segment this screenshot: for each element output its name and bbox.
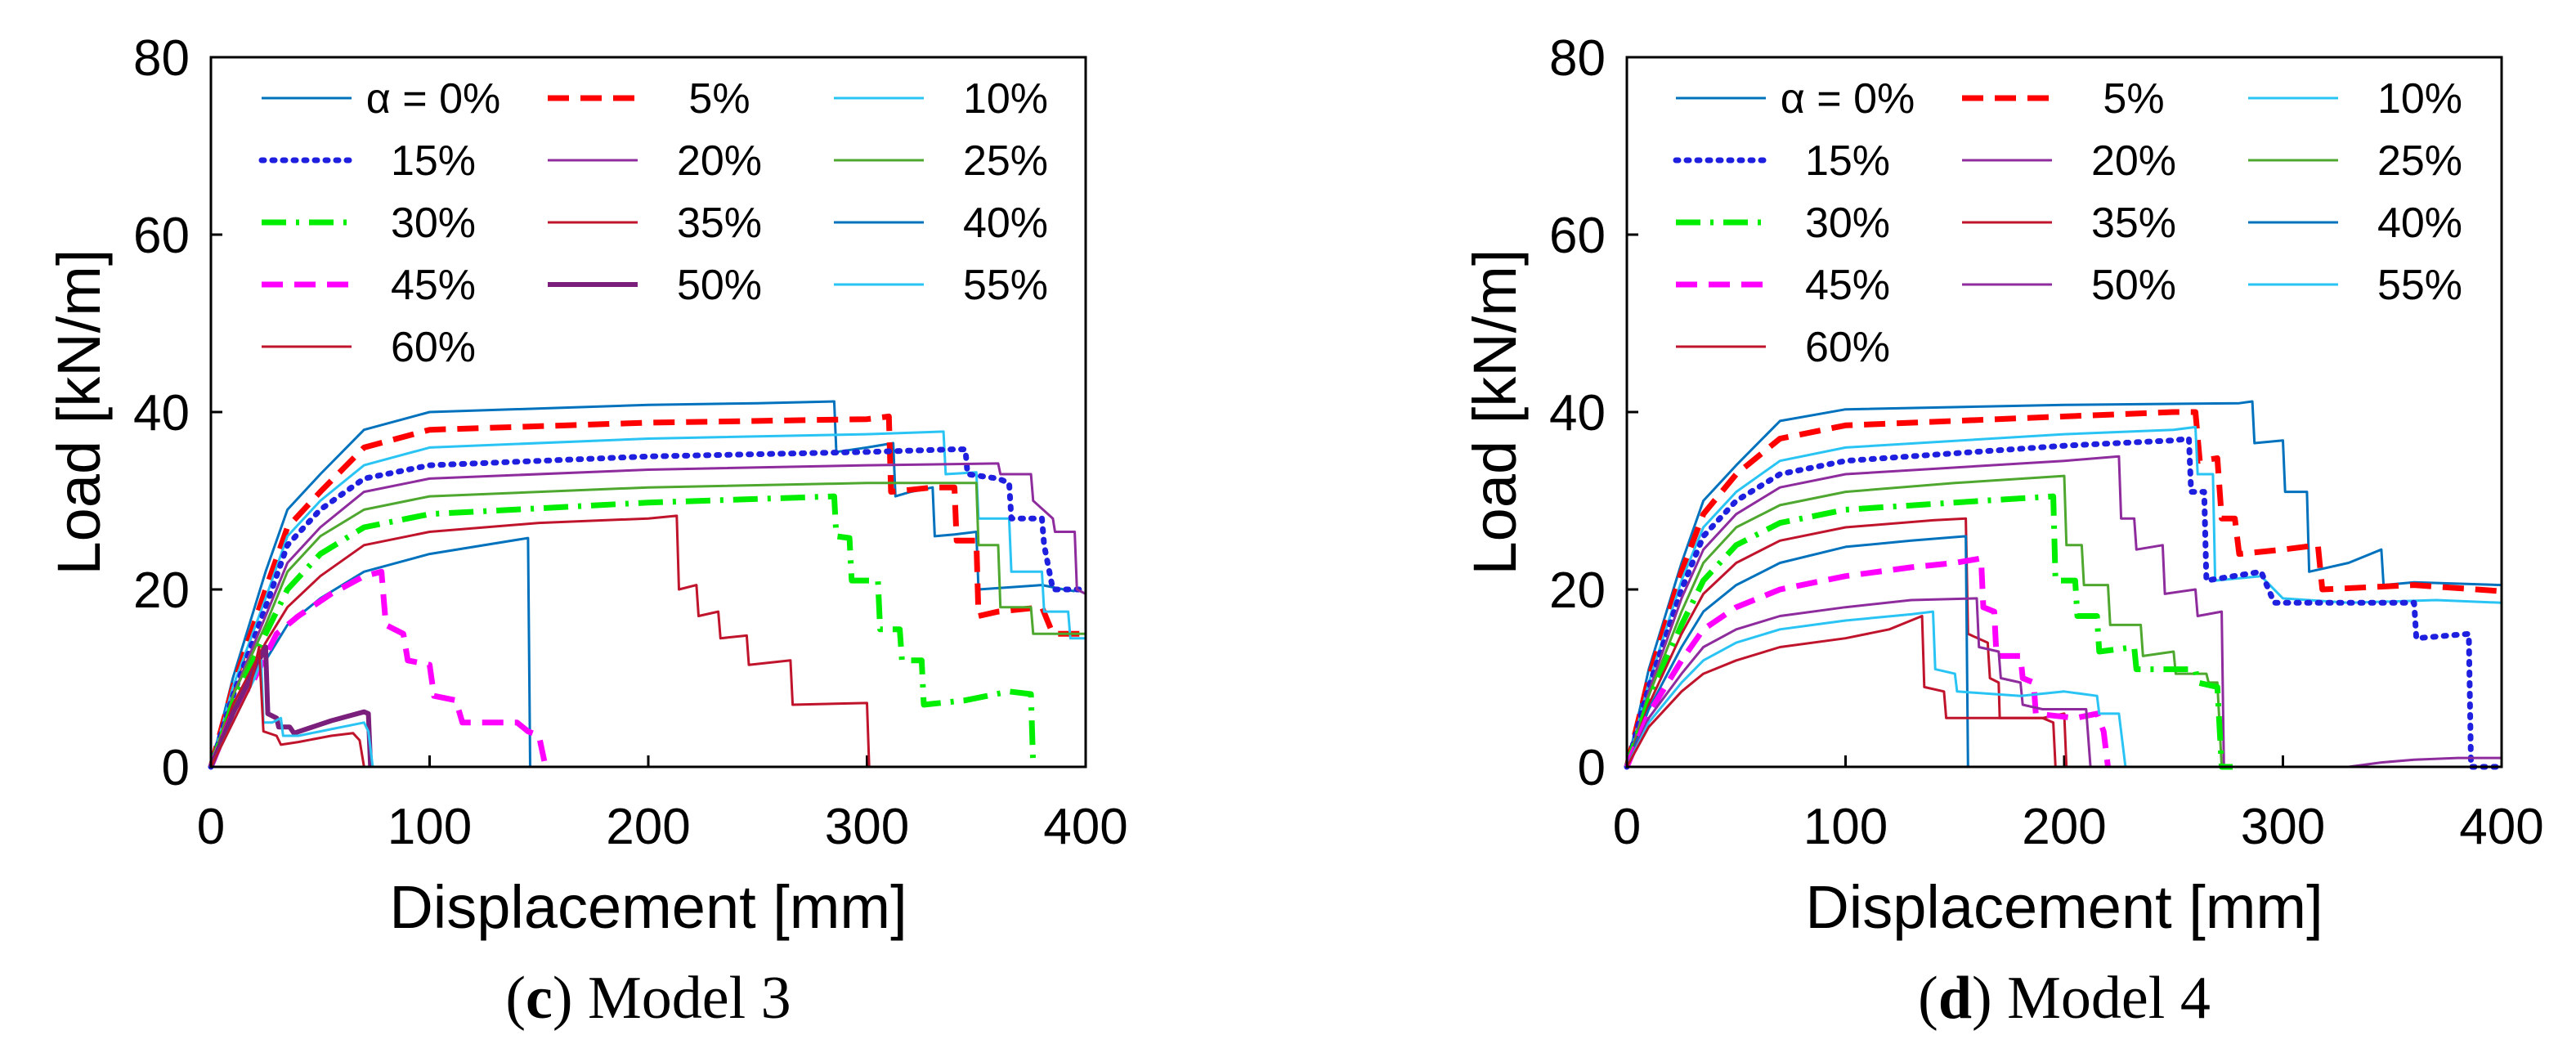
y-tick-label: 20 [133, 562, 190, 619]
legend-label: 40% [2377, 199, 2462, 247]
chart-model-4: 0 100 200 300 400 0 20 40 60 80 α = 0% 5%… [1461, 30, 2544, 1032]
chart-model-3: 0 100 200 300 400 0 20 40 60 80 α = 0% 5%… [45, 30, 1128, 1032]
y-tick-label: 60 [1549, 208, 1606, 264]
legend-label: 20% [2091, 137, 2176, 185]
legend-label: 35% [677, 199, 762, 247]
series-line-2 [209, 430, 1086, 768]
y-tick-label: 60 [133, 208, 190, 264]
legend-label: 50% [677, 262, 762, 309]
legend-label: 5% [688, 75, 750, 123]
legend-label: 5% [2103, 75, 2164, 123]
caption: (d) Model 4 [1918, 965, 2211, 1032]
y-tick-label: 40 [1549, 385, 1606, 441]
legend-label: 10% [963, 75, 1048, 123]
y-axis-label: Load [kN/m] [1461, 249, 1529, 576]
legend-label: α = 0% [366, 75, 500, 123]
series-line-7 [209, 514, 894, 768]
legend-label: 40% [963, 199, 1048, 247]
x-tick-label: 200 [2022, 799, 2106, 855]
x-axis: 0 100 200 300 400 [1613, 799, 2544, 855]
series-line-6 [208, 493, 1037, 768]
y-axis: 0 20 40 60 80 [1549, 30, 1606, 796]
legend-label: 60% [391, 324, 476, 371]
series-line-9 [1624, 555, 2111, 768]
plot-area [211, 57, 1086, 767]
legend-label: 25% [963, 137, 1048, 185]
series-line-12 [1625, 615, 2064, 768]
series-line-3 [208, 446, 1089, 770]
x-tick-label: 400 [2459, 799, 2543, 855]
x-tick-label: 400 [1043, 799, 1127, 855]
legend-label: 10% [2377, 75, 2462, 123]
x-tick-label: 200 [606, 799, 690, 855]
x-axis-label: Displacement [mm] [1805, 873, 2323, 941]
series-line-5 [1625, 474, 2261, 768]
series-line-9 [208, 568, 549, 768]
x-axis-label: Displacement [mm] [389, 873, 907, 941]
series-line-4 [209, 462, 1086, 768]
legend-label: α = 0% [1781, 75, 1915, 123]
x-tick-label: 300 [825, 799, 909, 855]
series-line-11 [1625, 610, 2127, 768]
y-tick-label: 40 [133, 385, 190, 441]
legend-label: 60% [1805, 324, 1890, 371]
series-line-5 [209, 482, 1086, 768]
legend-label: 15% [1805, 137, 1890, 185]
x-tick-label: 100 [1803, 799, 1888, 855]
caption-letter: c [526, 965, 553, 1032]
series-line-1 [1624, 409, 2502, 768]
legend-label: 30% [1805, 199, 1890, 247]
legend: α = 0% 5% 10% 15% 20% 25% 30% 35% 40% 45% 50% 55% 60… [1673, 75, 2462, 371]
series-line-12 [209, 646, 365, 768]
y-tick-label: 80 [133, 30, 190, 87]
legend: α = 0% 5% 10% 15% 20% 25% 30% 35% 40% 45% 50% 55% 60… [258, 75, 1048, 371]
legend-label: 45% [1805, 262, 1890, 309]
series-line-0 [1625, 400, 2502, 768]
y-tick-label: 20 [1549, 562, 1606, 619]
y-axis-label: Load [kN/m] [45, 249, 113, 576]
caption-letter: d [1938, 965, 1972, 1032]
series-line-1 [208, 413, 1082, 768]
legend-label: 20% [677, 137, 762, 185]
legend-label: 50% [2091, 262, 2176, 309]
series-line-8 [1625, 535, 1969, 768]
legend-label: 15% [391, 137, 476, 185]
x-axis: 0 100 200 300 400 [197, 799, 1128, 855]
y-tick-label: 80 [1549, 30, 1606, 87]
y-tick-label: 0 [1578, 740, 1606, 796]
plot-frame [209, 56, 1087, 768]
y-axis: 0 20 40 60 80 [133, 30, 190, 796]
series-line-10 [1625, 597, 2502, 768]
plot-frame [1625, 56, 2503, 768]
y-tick-label: 0 [162, 740, 190, 796]
legend-label: 35% [2091, 199, 2176, 247]
series-line-2 [1625, 425, 2502, 768]
series-line-11 [209, 659, 374, 768]
series-line-4 [1625, 455, 2239, 768]
x-tick-label: 300 [2241, 799, 2325, 855]
legend-label: 45% [391, 262, 476, 309]
caption: (c) Model 3 [505, 965, 791, 1032]
legend-label: 25% [2377, 137, 2462, 185]
x-tick-label: 100 [388, 799, 472, 855]
legend-label: 55% [2377, 262, 2462, 309]
plot-area [1627, 57, 2502, 767]
x-tick-label: 0 [197, 799, 225, 855]
legend-label: 30% [391, 199, 476, 247]
x-tick-label: 0 [1613, 799, 1641, 855]
series-line-6 [1624, 493, 2233, 770]
series-line-3 [1624, 436, 2505, 770]
legend-label: 55% [963, 262, 1048, 309]
